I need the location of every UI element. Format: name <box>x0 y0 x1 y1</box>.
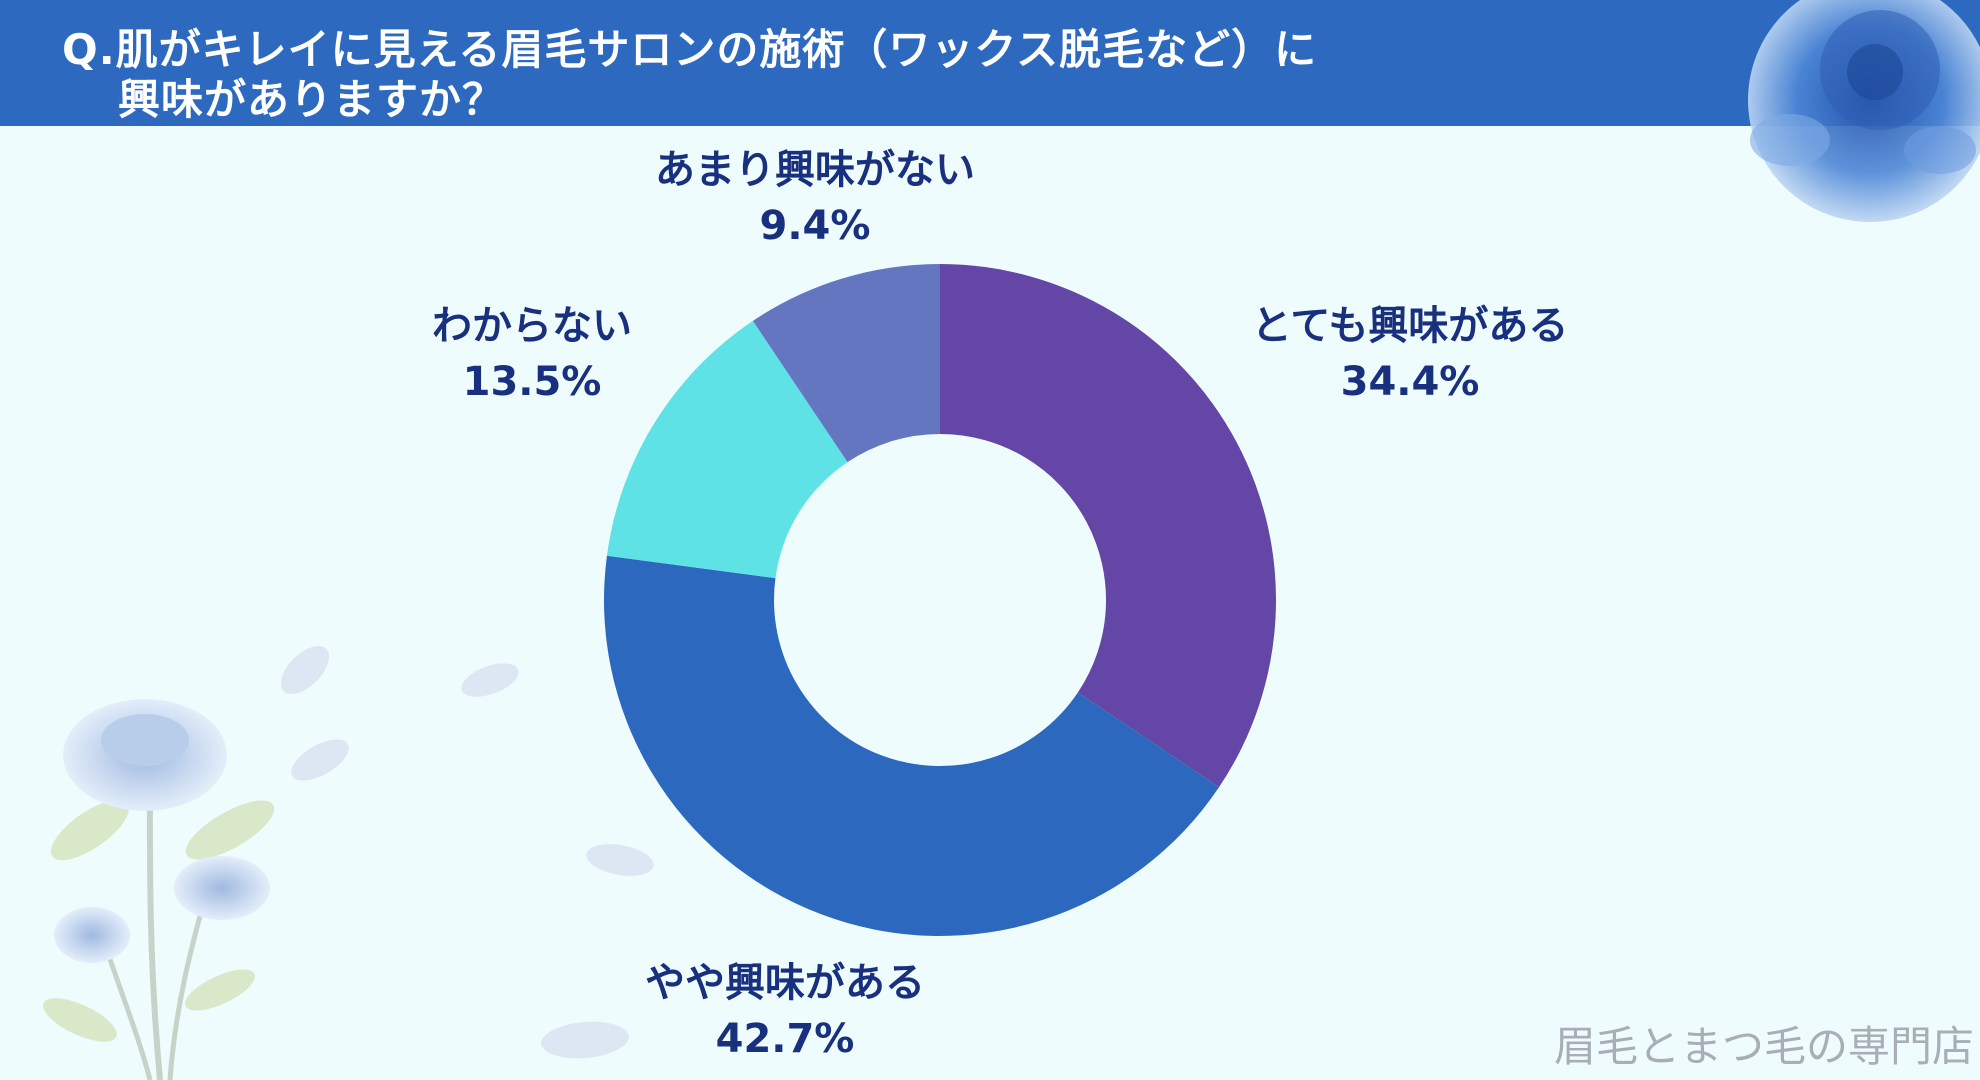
title-banner: Q.肌がキレイに見える眉毛サロンの施術（ワックス脱毛など）に 興味がありますか？ <box>0 0 1980 126</box>
donut-slice-1 <box>604 555 1220 936</box>
slice-label-not-very-interested: あまり興味がない 9.4% <box>655 142 975 254</box>
slice-label-somewhat-interested: やや興味がある 42.7% <box>645 955 925 1067</box>
slice-label-not-sure: わからない 13.5% <box>432 298 632 410</box>
chart-title-line-2: 興味がありますか？ <box>118 75 506 124</box>
chart-title-line-1: Q.肌がキレイに見える眉毛サロンの施術（ワックス脱毛など）に <box>62 25 1318 74</box>
watermark-text: 眉毛とまつ毛の専門店 <box>1553 1022 1974 1071</box>
petal-decoration-icon <box>280 645 654 1059</box>
slice-label-text: やや興味がある <box>645 960 925 1006</box>
pale-rose-decoration-icon <box>54 699 270 963</box>
slice-label-text: あまり興味がない <box>655 147 975 193</box>
donut-chart <box>604 264 1276 936</box>
slice-label-text: わからない <box>432 303 632 349</box>
slice-percent-text: 34.4% <box>1340 359 1480 405</box>
slice-label-very-interested: とても興味がある 34.4% <box>1252 298 1569 410</box>
slice-percent-text: 42.7% <box>715 1016 855 1062</box>
donut-slice-2 <box>606 320 848 579</box>
donut-slice-3 <box>752 264 940 463</box>
slice-percent-text: 9.4% <box>759 203 871 249</box>
slice-label-text: とても興味がある <box>1251 303 1569 349</box>
slice-percent-text: 13.5% <box>462 359 602 405</box>
donut-slice-0 <box>940 264 1276 788</box>
rose-decoration-icon <box>1748 0 1980 222</box>
